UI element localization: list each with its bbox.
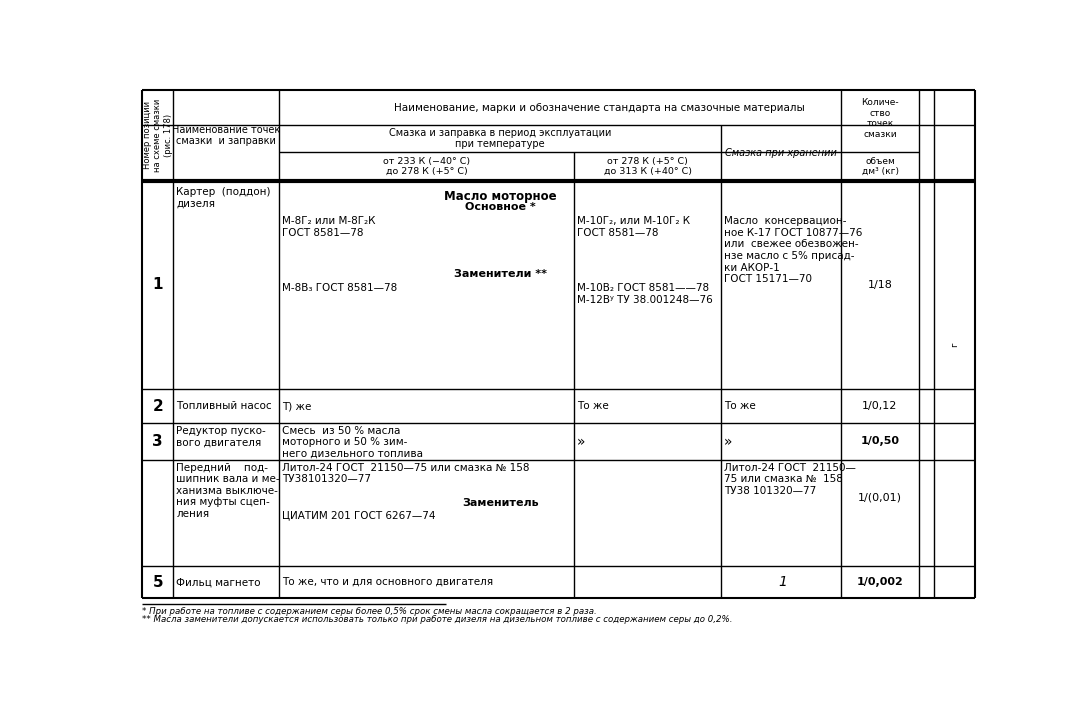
Text: 2: 2 [152,398,163,414]
Text: Фильц магнето: Фильц магнето [176,577,261,587]
Text: Наименование точек
смазки  и запрaвки: Наименование точек смазки и запрaвки [172,125,281,146]
Text: То же, что и для основного двигателя: То же, что и для основного двигателя [283,577,494,587]
Text: от 233 К (−40° С)
до 278 К (+5° С): от 233 К (−40° С) до 278 К (+5° С) [383,157,470,176]
Text: 3: 3 [152,434,163,449]
Text: * При работе на топливе с содержанием серы более 0,5% срок смены масла сокращает: * При работе на топливе с содержанием се… [143,608,597,616]
Text: М-10Г₂, или М-10Г₂ К
ГОСТ 8581—78: М-10Г₂, или М-10Г₂ К ГОСТ 8581—78 [577,216,690,238]
Text: Картер  (поддон)
дизеля: Картер (поддон) дизеля [176,187,271,209]
Text: Литол-24 ГОСТ  21150—75 или смазка № 158
ТУ38101320—77: Литол-24 ГОСТ 21150—75 или смазка № 158 … [283,462,530,484]
Text: Смесь  из 50 % масла
моторного и 50 % зим-
него дизельного топлива: Смесь из 50 % масла моторного и 50 % зим… [283,426,423,459]
Text: 1: 1 [152,277,163,293]
Text: Заменитель: Заменитель [462,498,539,508]
Text: Заменители **: Заменители ** [454,269,547,279]
Text: М-8В₃ ГОСТ 8581—78: М-8В₃ ГОСТ 8581—78 [283,283,398,293]
Text: 1: 1 [779,575,788,589]
Text: 1/0,50: 1/0,50 [861,436,900,446]
Text: Топливный насос: Топливный насос [176,401,272,411]
Text: 1/18: 1/18 [867,280,892,290]
Text: 1/(0,01): 1/(0,01) [858,492,902,503]
Text: Т) же: Т) же [283,401,312,411]
Text: Наименование, марки и обозначение стандарта на смазочные материалы: Наименование, марки и обозначение станда… [394,103,804,113]
Text: Основное *: Основное * [465,202,535,212]
Text: ** Масла заменители допускается использовать только при работе дизеля на дизельн: ** Масла заменители допускается использо… [143,615,732,624]
Text: Номер позиции
на схеме смазки
(рис. 178): Номер позиции на схеме смазки (рис. 178) [143,99,173,172]
Text: 5: 5 [152,575,163,589]
Text: Смазка при хранении: Смазка при хранении [726,148,837,158]
Text: Передний    под-
шипник вала и ме-
ханизма выключе-
ния муфты сцеп-
ления: Передний под- шипник вала и ме- ханизма … [176,462,280,519]
Text: объем
дм³ (кг): объем дм³ (кг) [862,157,899,176]
Text: Редуктор пуско-
вого двигателя: Редуктор пуско- вого двигателя [176,426,267,447]
Text: М-10В₂ ГОСТ 8581——78
М-12Вʸ ТУ 38.001248—76: М-10В₂ ГОСТ 8581——78 М-12Вʸ ТУ 38.001248… [577,283,713,305]
Text: 1/0,002: 1/0,002 [856,577,903,587]
Text: Масло  консервацион-
ное К-17 ГОСТ 10877—76
или  свежее обезвожен-
нзе масло с 5: Масло консервацион- ное К-17 ГОСТ 10877—… [725,216,863,284]
Text: Смазка и заправка в период эксплуатации
при температуре: Смазка и заправка в период эксплуатации … [390,128,611,149]
Text: ЦИАТИМ 201 ГОСТ 6267—74: ЦИАТИМ 201 ГОСТ 6267—74 [283,510,436,520]
Text: То же: То же [577,401,608,411]
Text: »: » [577,434,585,448]
Text: Масло моторное: Масло моторное [444,190,557,203]
Text: Количе-
ство
точек
смазки: Количе- ство точек смазки [862,99,899,139]
Text: 1/0,12: 1/0,12 [863,401,898,411]
Text: »: » [725,434,732,448]
Text: от 278 К (+5° С)
до 313 К (+40° С): от 278 К (+5° С) до 313 К (+40° С) [604,157,692,176]
Text: Литол-24 ГОСТ  21150—
75 или смазка №  158
ТУ38 101320—77: Литол-24 ГОСТ 21150— 75 или смазка № 158… [725,462,856,496]
Text: М-8Г₂ или М-8Г₂К
ГОСТ 8581—78: М-8Г₂ или М-8Г₂К ГОСТ 8581—78 [283,216,375,238]
Text: То же: То же [725,401,756,411]
Text: г: г [950,342,959,347]
